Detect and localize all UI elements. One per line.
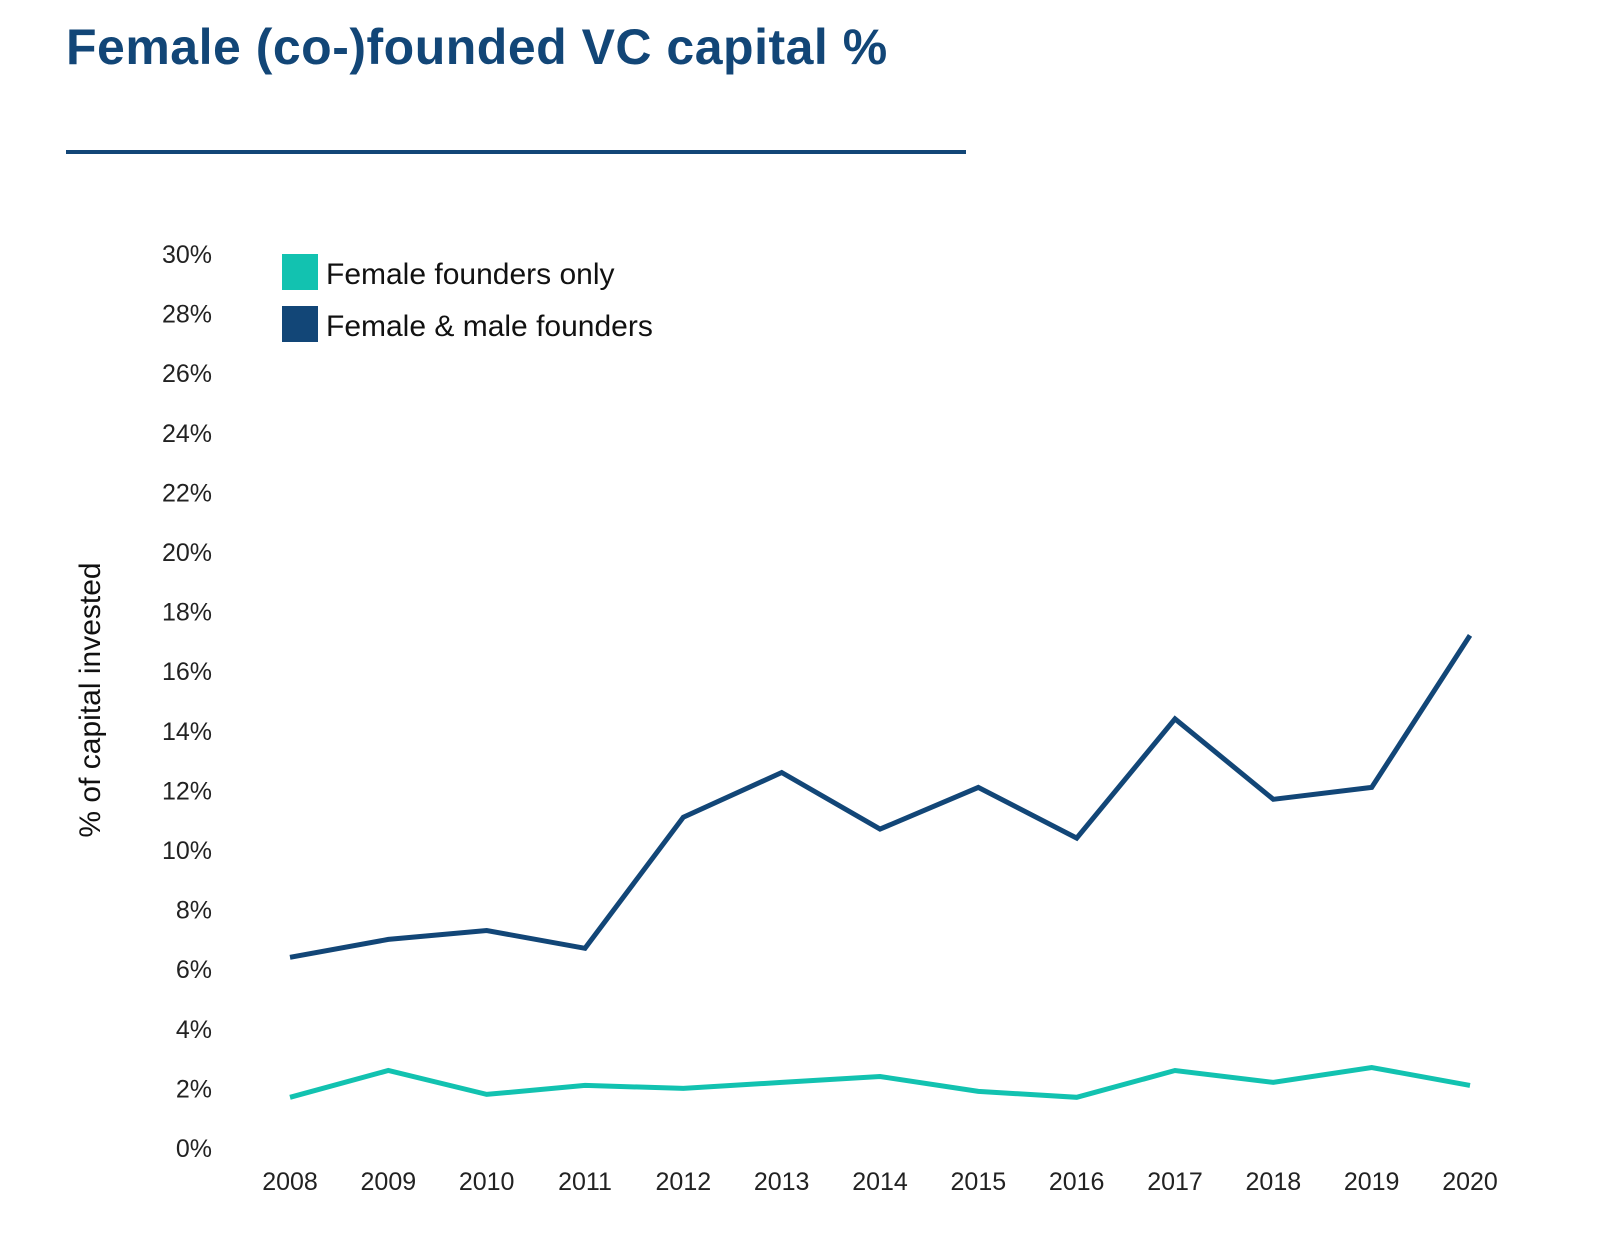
series-lines — [289, 634, 1473, 1100]
y-tick-label: 30% — [162, 241, 212, 269]
series-line-1 — [289, 1064, 1471, 1100]
y-tick-label: 0% — [176, 1135, 212, 1163]
y-tick-label: 12% — [162, 777, 212, 805]
x-tick-label: 2011 — [558, 1168, 612, 1196]
y-tick-label: 20% — [162, 539, 212, 567]
legend: Female founders only Female & male founde… — [282, 254, 653, 343]
y-axis-title: % of capital invested — [74, 562, 107, 837]
x-tick-label: 2018 — [1246, 1168, 1302, 1196]
x-tick-label: 2010 — [459, 1168, 515, 1196]
x-tick-label: 2019 — [1344, 1168, 1400, 1196]
y-tick-label: 24% — [162, 420, 212, 448]
x-tick-label: 2009 — [361, 1168, 417, 1196]
y-tick-label: 22% — [162, 479, 212, 507]
legend-label: Female founders only — [326, 258, 615, 291]
x-tick-label: 2008 — [262, 1168, 318, 1196]
x-tick-label: 2013 — [754, 1168, 810, 1196]
series-line-2 — [289, 634, 1473, 960]
x-tick-label: 2012 — [656, 1168, 712, 1196]
x-axis-ticks: 2008 2009 2010 2011 2012 2013 2014 2015 2016 2017… — [262, 1168, 1498, 1196]
x-tick-label: 2015 — [951, 1168, 1007, 1196]
title-divider — [66, 150, 966, 154]
x-tick-label: 2014 — [852, 1168, 908, 1196]
y-tick-label: 28% — [162, 301, 212, 329]
y-axis-ticks: 0% 2% 4% 6% 8% 10% 12% 14% 16% 18% 20% 22% 24% 26% 28%… — [162, 241, 212, 1163]
chart-title: Female (co-)founded VC capital % — [66, 19, 888, 75]
legend-swatch — [282, 306, 318, 342]
y-tick-label: 6% — [176, 956, 212, 984]
legend-label: Female & male founders — [326, 310, 653, 343]
y-tick-label: 14% — [162, 718, 212, 746]
x-tick-label: 2017 — [1147, 1168, 1203, 1196]
x-tick-label: 2020 — [1442, 1168, 1498, 1196]
legend-swatch — [282, 254, 318, 290]
x-tick-label: 2016 — [1049, 1168, 1105, 1196]
y-tick-label: 18% — [162, 599, 212, 627]
y-tick-label: 4% — [176, 1016, 212, 1044]
y-tick-label: 8% — [176, 897, 212, 925]
y-tick-label: 16% — [162, 658, 212, 686]
y-tick-label: 2% — [176, 1075, 212, 1103]
y-tick-label: 26% — [162, 360, 212, 388]
y-tick-label: 10% — [162, 837, 212, 865]
